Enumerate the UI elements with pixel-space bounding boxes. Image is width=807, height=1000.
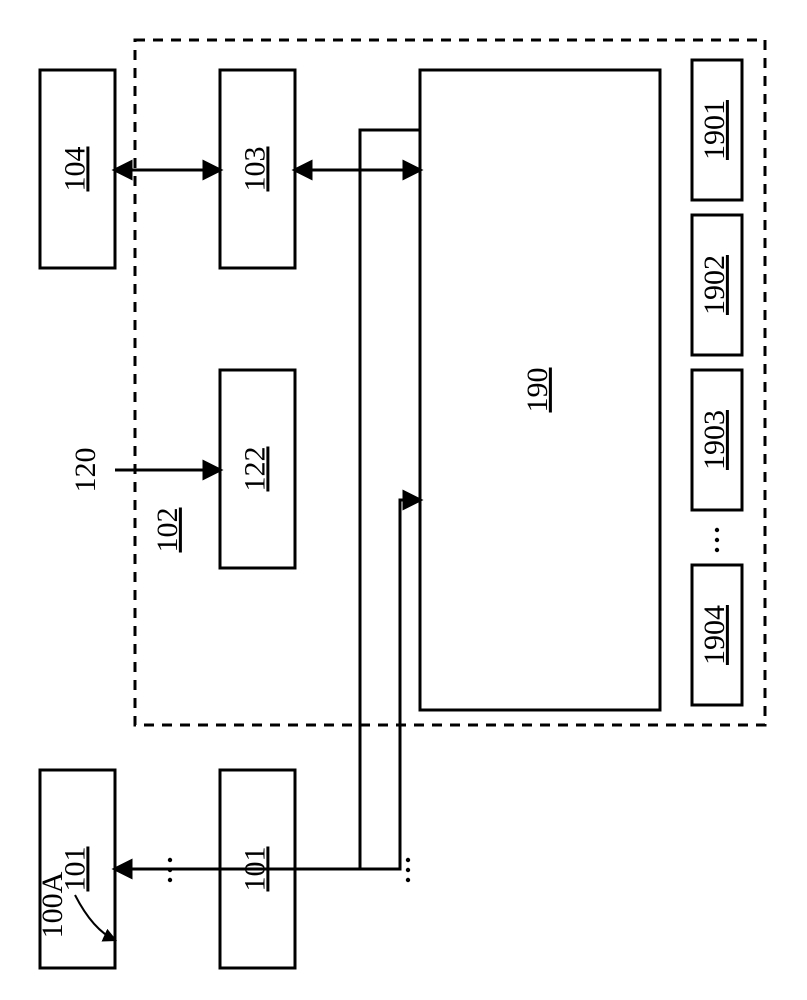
svg-text:1901: 1901 bbox=[698, 100, 731, 160]
svg-text:1904: 1904 bbox=[698, 605, 731, 665]
svg-text:1902: 1902 bbox=[698, 255, 731, 315]
svg-text:120: 120 bbox=[69, 448, 102, 493]
svg-text:1903: 1903 bbox=[698, 410, 731, 470]
svg-text:122: 122 bbox=[238, 447, 271, 492]
svg-text:190: 190 bbox=[521, 368, 554, 413]
svg-text:102: 102 bbox=[151, 508, 184, 553]
svg-text:103: 103 bbox=[238, 147, 271, 192]
svg-text:104: 104 bbox=[58, 147, 91, 192]
svg-text:100A: 100A bbox=[36, 871, 69, 938]
